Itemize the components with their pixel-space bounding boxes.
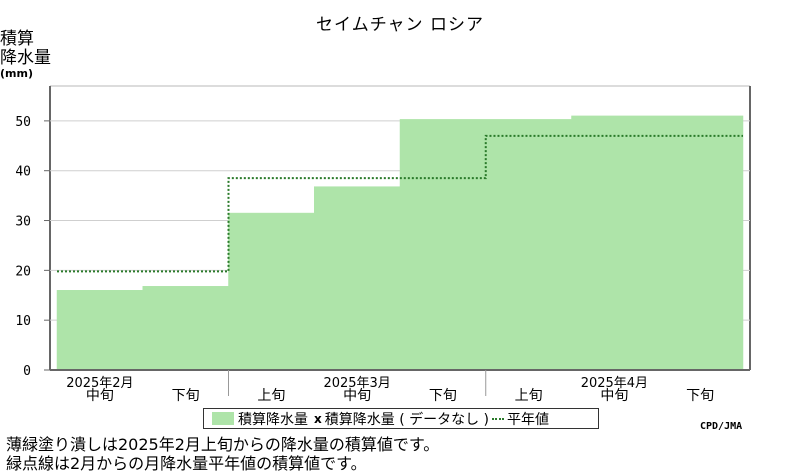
legend-normal-label: 平年値 <box>507 411 550 428</box>
precip-bar <box>56 290 143 371</box>
credit-label: CPD/JMA <box>700 421 743 432</box>
chart-title: セイムチャン ロシア <box>316 15 484 35</box>
legend-fill-label: 積算降水量 <box>238 411 308 428</box>
x-dekad-label: 上旬 <box>515 388 543 404</box>
precip-bar <box>228 212 315 371</box>
x-dekad-label: 中旬 <box>600 388 628 404</box>
precip-bar <box>399 119 572 371</box>
legend-normal-swatch <box>492 417 505 420</box>
x-dekad-label: 中旬 <box>343 388 371 404</box>
footnote-normal: 緑点線は2月からの月降水量平年値の積算値です。 <box>6 454 367 473</box>
y-tick-label: 0 <box>23 364 31 379</box>
y-axis-label-line1: 積算 <box>0 29 34 49</box>
footnote-fill: 薄緑塗り潰しは2025年2月上旬からの降水量の積算値です。 <box>6 435 440 454</box>
x-dekad-label: 下旬 <box>686 388 714 404</box>
x-month-label: 2025年4月 <box>581 376 648 391</box>
x-month-label: 2025年2月 <box>66 376 133 391</box>
x-dekad-label: 下旬 <box>429 388 457 404</box>
y-tick-label: 10 <box>15 314 31 329</box>
legend-nodata-label: 積算降水量 ( データなし ) <box>324 411 490 428</box>
x-dekad-label: 下旬 <box>172 388 200 404</box>
legend-fill-swatch <box>212 412 234 425</box>
x-dekad-label: 中旬 <box>86 388 114 404</box>
y-axis-label: 積算 降水量 (mm) <box>0 30 51 80</box>
legend-nodata-mark: x <box>314 411 322 426</box>
y-tick-label: 40 <box>15 165 31 180</box>
x-dekad-label: 上旬 <box>257 388 285 404</box>
precip-bar <box>142 286 229 371</box>
y-tick-label: 20 <box>15 264 31 279</box>
legend: 積算降水量 x 積算降水量 ( データなし ) 平年値 <box>203 408 599 429</box>
y-axis-unit: (mm) <box>0 67 33 80</box>
y-axis-label-line2: 降水量 <box>0 48 51 68</box>
precip-bar <box>571 115 744 371</box>
y-tick-label: 50 <box>15 115 31 130</box>
normal-line <box>57 134 743 273</box>
precip-bar <box>314 186 401 371</box>
x-month-label: 2025年3月 <box>323 376 390 391</box>
y-tick-label: 30 <box>15 215 31 230</box>
